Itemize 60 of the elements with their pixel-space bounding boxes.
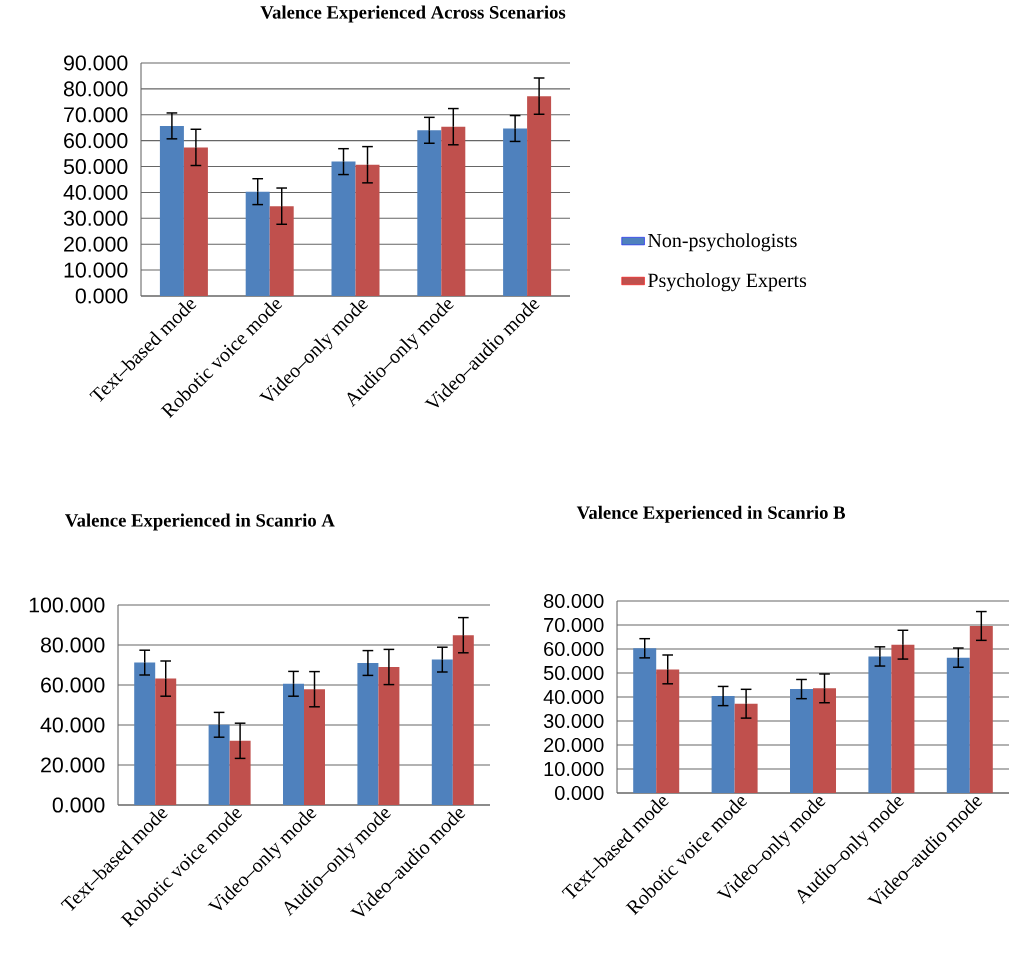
bar [441, 126, 466, 296]
bar [946, 657, 970, 793]
bar [417, 130, 442, 296]
y-tick-label: 30.000 [63, 210, 128, 226]
bar [355, 164, 380, 296]
y-tick-label: 50.000 [543, 665, 604, 681]
y-tick-label: 0.000 [52, 797, 105, 813]
bar [711, 696, 735, 793]
y-tick-label: 40.000 [543, 689, 604, 705]
legend-label: Non-psychologists [648, 233, 797, 252]
y-tick-label: 60.000 [64, 133, 128, 149]
bar [969, 625, 993, 793]
bar [633, 648, 657, 793]
y-tick-label: 60.000 [544, 641, 604, 657]
y-tick-label: 0.000 [555, 785, 604, 801]
y-tick-label: 40.000 [40, 717, 105, 733]
bar [229, 740, 251, 805]
y-tick-label: 70.000 [64, 107, 128, 123]
y-tick-label: 10.000 [64, 262, 128, 278]
bar [790, 689, 814, 793]
bar [431, 659, 453, 805]
bar [813, 688, 837, 793]
bar [503, 128, 528, 296]
y-tick-label: 50.000 [63, 159, 128, 175]
y-tick-label: 80.000 [63, 81, 128, 97]
y-tick-label: 40.000 [63, 184, 128, 200]
bar [868, 656, 892, 793]
bar [159, 125, 184, 296]
bar [357, 663, 379, 805]
y-tick-label: 20.000 [41, 757, 105, 773]
y-tick-label: 30.000 [543, 713, 604, 729]
y-tick-label: 60.000 [41, 677, 105, 693]
y-tick-label: 80.000 [40, 637, 105, 653]
chart-title: Valence Experienced in Scanrio A [65, 513, 335, 531]
chart-title: Valence Experienced Across Scenarios [260, 5, 566, 23]
y-tick-label: 90.000 [64, 55, 128, 71]
y-tick-label: 20.000 [64, 236, 128, 252]
bar [452, 635, 474, 805]
y-tick-label: 100.000 [29, 597, 105, 613]
bar [656, 669, 680, 793]
bar [134, 662, 156, 805]
bar [155, 678, 177, 805]
bar [527, 96, 552, 296]
bar [283, 683, 304, 805]
bar [208, 724, 230, 805]
chart-title: Valence Experienced in Scanrio B [576, 505, 846, 523]
bar [269, 206, 294, 296]
bar [331, 161, 356, 296]
legend-label: Psychology Experts [648, 273, 807, 292]
y-tick-label: 10.000 [544, 761, 604, 777]
bar [245, 191, 270, 296]
bar [891, 644, 915, 793]
y-tick-label: 70.000 [544, 617, 604, 633]
y-tick-label: 20.000 [544, 737, 604, 753]
bar [378, 667, 400, 805]
bar [304, 689, 325, 805]
y-tick-label: 80.000 [544, 593, 604, 609]
y-tick-label: 0.000 [75, 288, 128, 304]
bar [734, 703, 758, 793]
bar [183, 147, 208, 296]
